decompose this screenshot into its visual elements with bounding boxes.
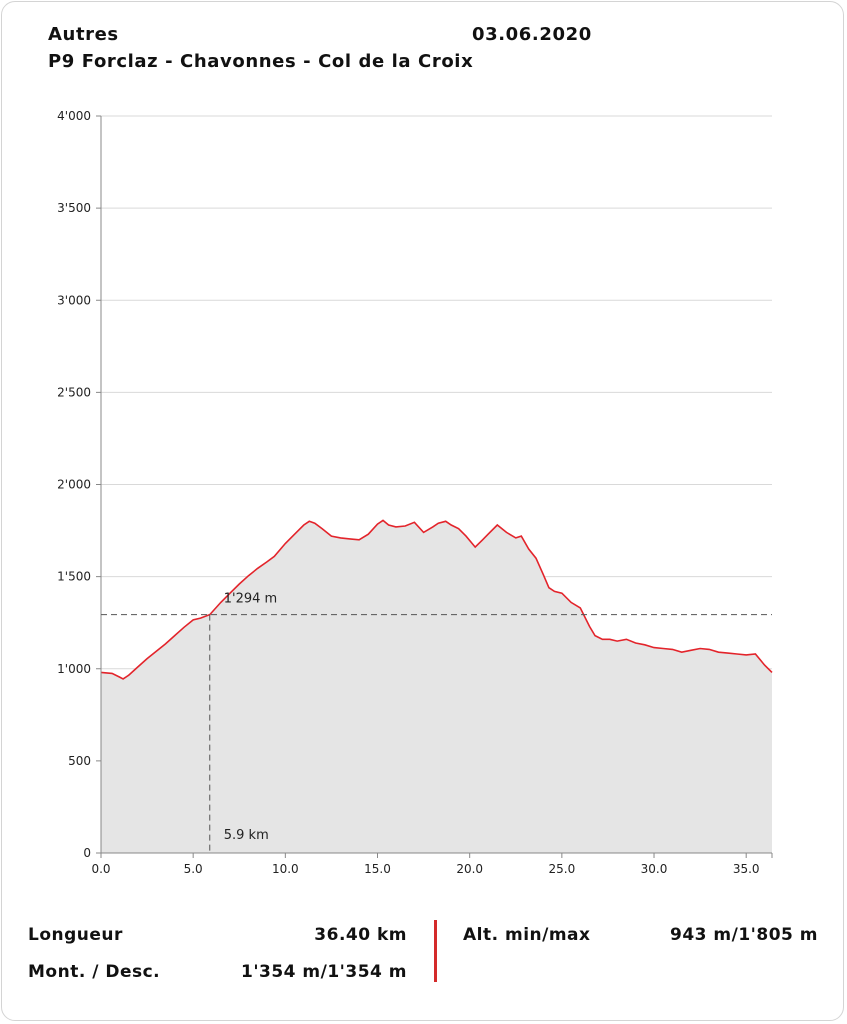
- length-value: 36.40 km: [314, 925, 407, 945]
- x-tick-label: 15.0: [364, 862, 391, 876]
- position-marker: 1'294 m 5.9 km: [101, 592, 772, 853]
- y-tick-label: 3'500: [57, 201, 91, 215]
- x-tick-label: 0.0: [91, 862, 110, 876]
- y-tick-label: 1'000: [57, 662, 91, 676]
- y-tick-label: 1'500: [57, 570, 91, 584]
- y-tick-label: 500: [68, 754, 91, 768]
- ascent-descent-value: 1'354 m/1'354 m: [240, 962, 407, 982]
- y-tick-label: 4'000: [57, 109, 91, 123]
- x-tick-label: 5.0: [184, 862, 203, 876]
- x-tick-label: 20.0: [456, 862, 483, 876]
- y-tick-label: 2'500: [57, 385, 91, 399]
- y-tick-label: 2'000: [57, 478, 91, 492]
- x-tick-label: 35.0: [733, 862, 760, 876]
- x-tick-label: 25.0: [548, 862, 575, 876]
- length-label: Longueur: [28, 925, 123, 945]
- axes: 0 500 1'000 1'500 2'000 2'500 3'000 3'500 4'000 0…: [57, 109, 773, 876]
- elevation-profile-chart: 0 500 1'000 1'500 2'000 2'500 3'000 3'500 4'000 0…: [57, 109, 773, 876]
- altitude-label: Alt. min/max: [463, 925, 591, 945]
- category-title: Autres: [48, 24, 119, 45]
- y-tick-label: 3'000: [57, 293, 91, 307]
- marker-altitude-label: 1'294 m: [224, 592, 277, 607]
- x-tick-label: 30.0: [641, 862, 668, 876]
- x-tick-label: 10.0: [272, 862, 299, 876]
- route-title: P9 Forclaz - Chavonnes - Col de la Croix: [48, 51, 474, 72]
- date-label: 03.06.2020: [472, 24, 592, 45]
- y-tick-label: 0: [83, 846, 91, 860]
- elevation-line: [100, 519, 773, 680]
- ascent-descent-label: Mont. / Desc.: [28, 962, 161, 982]
- altitude-value: 943 m/1'805 m: [670, 925, 818, 945]
- stats-divider: [434, 920, 437, 982]
- elevation-area: [101, 520, 772, 853]
- marker-distance-label: 5.9 km: [224, 828, 269, 843]
